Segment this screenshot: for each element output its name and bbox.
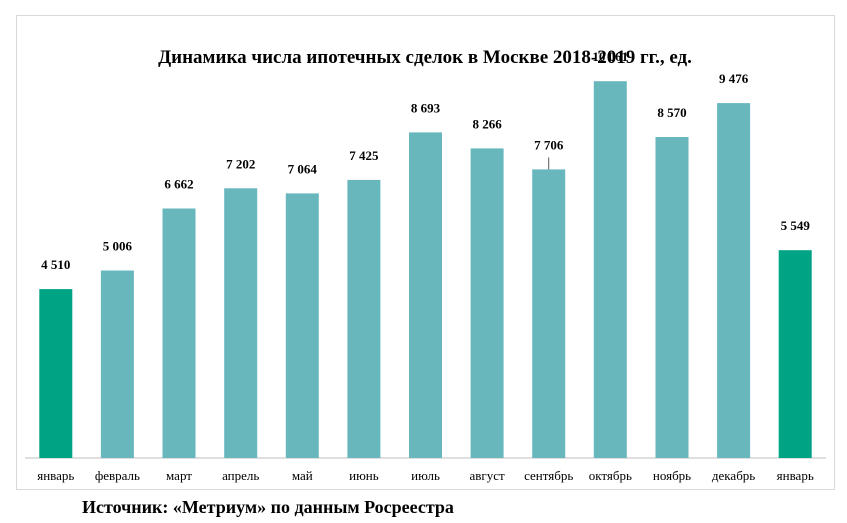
value-label-7: 8 693 — [411, 100, 441, 115]
tick-label-1: январь — [37, 468, 74, 483]
tick-label-11: ноябрь — [653, 468, 691, 483]
bar-8 — [470, 148, 504, 458]
bar-7 — [409, 132, 442, 458]
value-label-3: 6 662 — [164, 177, 193, 192]
tick-label-9: сентябрь — [524, 468, 573, 483]
value-label-11: 8 570 — [657, 105, 686, 120]
bar-11 — [655, 137, 689, 458]
bar-12 — [717, 103, 751, 458]
bars-group: 4 510 январь 5 006 февраль 6 662 март 7 202 апр… — [37, 49, 814, 483]
tick-label-4: апрель — [222, 468, 259, 483]
value-label-6: 7 425 — [349, 148, 379, 163]
value-label-1: 4 510 — [41, 257, 70, 272]
bar-1 — [39, 289, 73, 458]
value-label-8: 8 266 — [472, 116, 502, 131]
chart-title: Динамика числа ипотечных сделок в Москве… — [158, 47, 692, 68]
value-label-9: 7 706 — [534, 137, 564, 152]
bar-10 — [593, 81, 627, 458]
bar-13 — [778, 250, 812, 458]
value-label-13: 5 549 — [781, 218, 811, 233]
bar-5 — [285, 193, 319, 458]
bar-6 — [347, 179, 381, 458]
value-label-4: 7 202 — [226, 156, 255, 171]
tick-label-5: май — [292, 468, 313, 483]
tick-label-3: март — [166, 468, 192, 483]
tick-label-2: февраль — [95, 468, 140, 483]
value-label-12: 9 476 — [719, 71, 749, 86]
bar-9 — [532, 169, 566, 458]
bar-2 — [100, 270, 134, 458]
bar-3 — [162, 208, 196, 458]
value-label-5: 7 064 — [288, 161, 318, 176]
tick-label-10: октябрь — [589, 468, 632, 483]
tick-label-6: июнь — [349, 468, 379, 483]
chart-frame: Динамика числа ипотечных сделок в Москве… — [16, 15, 835, 490]
value-label-2: 5 006 — [103, 239, 133, 254]
tick-label-12: декабрь — [712, 468, 755, 483]
bar-chart: Динамика числа ипотечных сделок в Москве… — [25, 47, 826, 483]
bar-4 — [224, 188, 258, 459]
source-note: Источник: «Метриум» по данным Росреестра — [82, 497, 454, 517]
tick-label-8: август — [469, 468, 505, 483]
tick-label-13: январь — [777, 468, 814, 483]
tick-label-7: июль — [411, 468, 440, 483]
value-label-10: 10 061 — [592, 49, 628, 64]
